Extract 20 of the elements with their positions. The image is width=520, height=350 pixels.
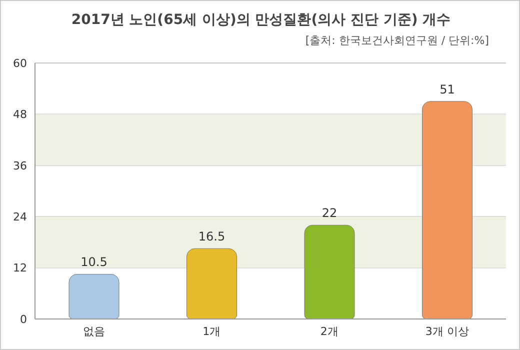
y-tick-label: 36	[13, 159, 27, 172]
y-tick-label: 12	[13, 262, 27, 275]
y-tick-label: 0	[20, 312, 27, 326]
bar	[304, 224, 355, 319]
x-tick-label: 없음	[82, 324, 105, 338]
x-tick-label: 2개	[320, 324, 338, 338]
data-label: 22	[322, 206, 338, 220]
bar	[422, 101, 472, 319]
y-tick-label: 48	[13, 108, 27, 122]
chart-subtitle: [출처: 한국보건사회연구원 / 단위:%]	[305, 33, 489, 48]
bar	[186, 248, 237, 319]
y-tick-label: 60	[13, 56, 27, 70]
data-label: 16.5	[198, 230, 226, 244]
x-tick-label: 1개	[202, 324, 221, 338]
data-label: 51	[440, 82, 455, 96]
x-tick-label: 3개 이상	[425, 324, 469, 338]
chart-title: 2017년 노인(65세 이상)의 만성질환(의사 진단 기준) 개수	[70, 11, 452, 29]
y-tick-label: 24	[13, 210, 27, 224]
bar	[68, 274, 120, 319]
data-label: 10.5	[80, 255, 108, 270]
